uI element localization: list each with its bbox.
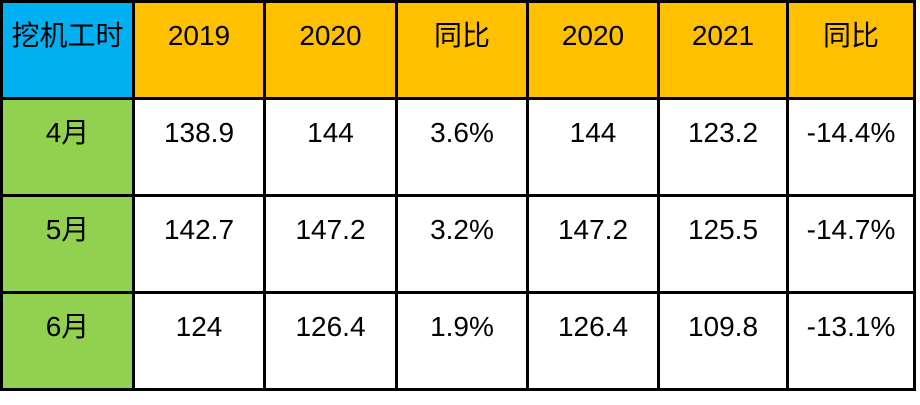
- header-cell-yoy-right: 同比: [786, 0, 916, 100]
- yoy-positive-cell: 3.6%: [395, 97, 529, 197]
- yoy-negative-cell: -14.7%: [786, 194, 916, 294]
- yoy-negative-cell: -13.1%: [786, 291, 916, 391]
- value-cell: 124: [132, 291, 266, 391]
- value-cell: 144: [526, 97, 660, 197]
- header-cell-2020-right: 2020: [526, 0, 660, 100]
- yoy-positive-cell: 3.2%: [395, 194, 529, 294]
- header-cell-2019: 2019: [132, 0, 266, 100]
- header-row: 挖机工时 2019 2020 同比 2020 2021 同比: [0, 0, 916, 100]
- excavator-hours-table: 挖机工时 2019 2020 同比 2020 2021 同比 4月 138.9 …: [0, 0, 916, 391]
- month-label-cell: 4月: [0, 97, 135, 197]
- value-cell: 138.9: [132, 97, 266, 197]
- table-row-june: 6月 124 126.4 1.9% 126.4 109.8 -13.1%: [0, 291, 916, 391]
- header-cell-2021: 2021: [657, 0, 789, 100]
- value-cell: 126.4: [263, 291, 398, 391]
- month-label-cell: 5月: [0, 194, 135, 294]
- value-cell: 126.4: [526, 291, 660, 391]
- table-row-may: 5月 142.7 147.2 3.2% 147.2 125.5 -14.7%: [0, 194, 916, 294]
- yoy-positive-cell: 1.9%: [395, 291, 529, 391]
- value-cell: 147.2: [526, 194, 660, 294]
- month-label-cell: 6月: [0, 291, 135, 391]
- value-cell: 123.2: [657, 97, 789, 197]
- value-cell: 147.2: [263, 194, 398, 294]
- header-cell-2020-left: 2020: [263, 0, 398, 100]
- header-cell-yoy-left: 同比: [395, 0, 529, 100]
- table-row-april: 4月 138.9 144 3.6% 144 123.2 -14.4%: [0, 97, 916, 197]
- value-cell: 109.8: [657, 291, 789, 391]
- value-cell: 142.7: [132, 194, 266, 294]
- value-cell: 125.5: [657, 194, 789, 294]
- corner-header-cell: 挖机工时: [0, 0, 135, 100]
- yoy-negative-cell: -14.4%: [786, 97, 916, 197]
- value-cell: 144: [263, 97, 398, 197]
